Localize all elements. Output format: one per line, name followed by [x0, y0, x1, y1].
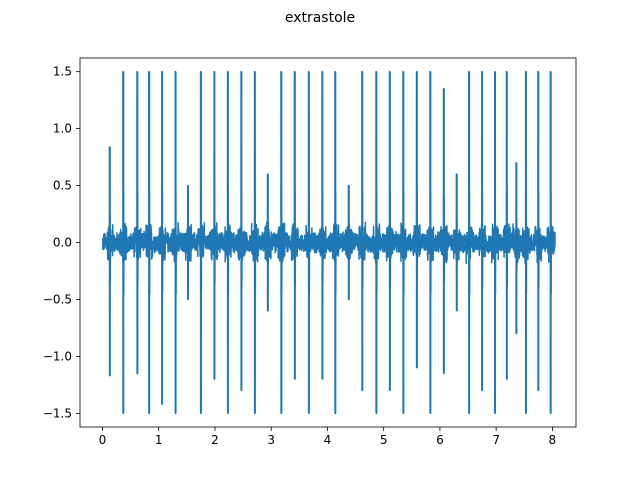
x-tick-label-4: 4	[324, 433, 332, 447]
y-tick-label-0: −1.5	[43, 406, 72, 420]
x-tick-label-3: 3	[267, 433, 275, 447]
series-line-0	[101, 70, 556, 415]
x-tick-label-5: 5	[380, 433, 388, 447]
x-tick-label-1: 1	[155, 433, 163, 447]
y-tick-label-4: 0.5	[53, 179, 72, 193]
y-tick-label-6: 1.5	[53, 65, 72, 79]
x-tick-label-2: 2	[211, 433, 219, 447]
y-tick-label-2: −0.5	[43, 292, 72, 306]
chart-title: extrastole	[285, 10, 355, 26]
x-tick-label-0: 0	[99, 433, 107, 447]
x-tick-label-7: 7	[492, 433, 500, 447]
y-tick-label-1: −1.0	[43, 349, 72, 363]
x-tick-label-6: 6	[436, 433, 444, 447]
x-tick-label-8: 8	[549, 433, 557, 447]
y-tick-label-3: 0.0	[53, 236, 72, 250]
y-tick-label-5: 1.0	[53, 122, 72, 136]
